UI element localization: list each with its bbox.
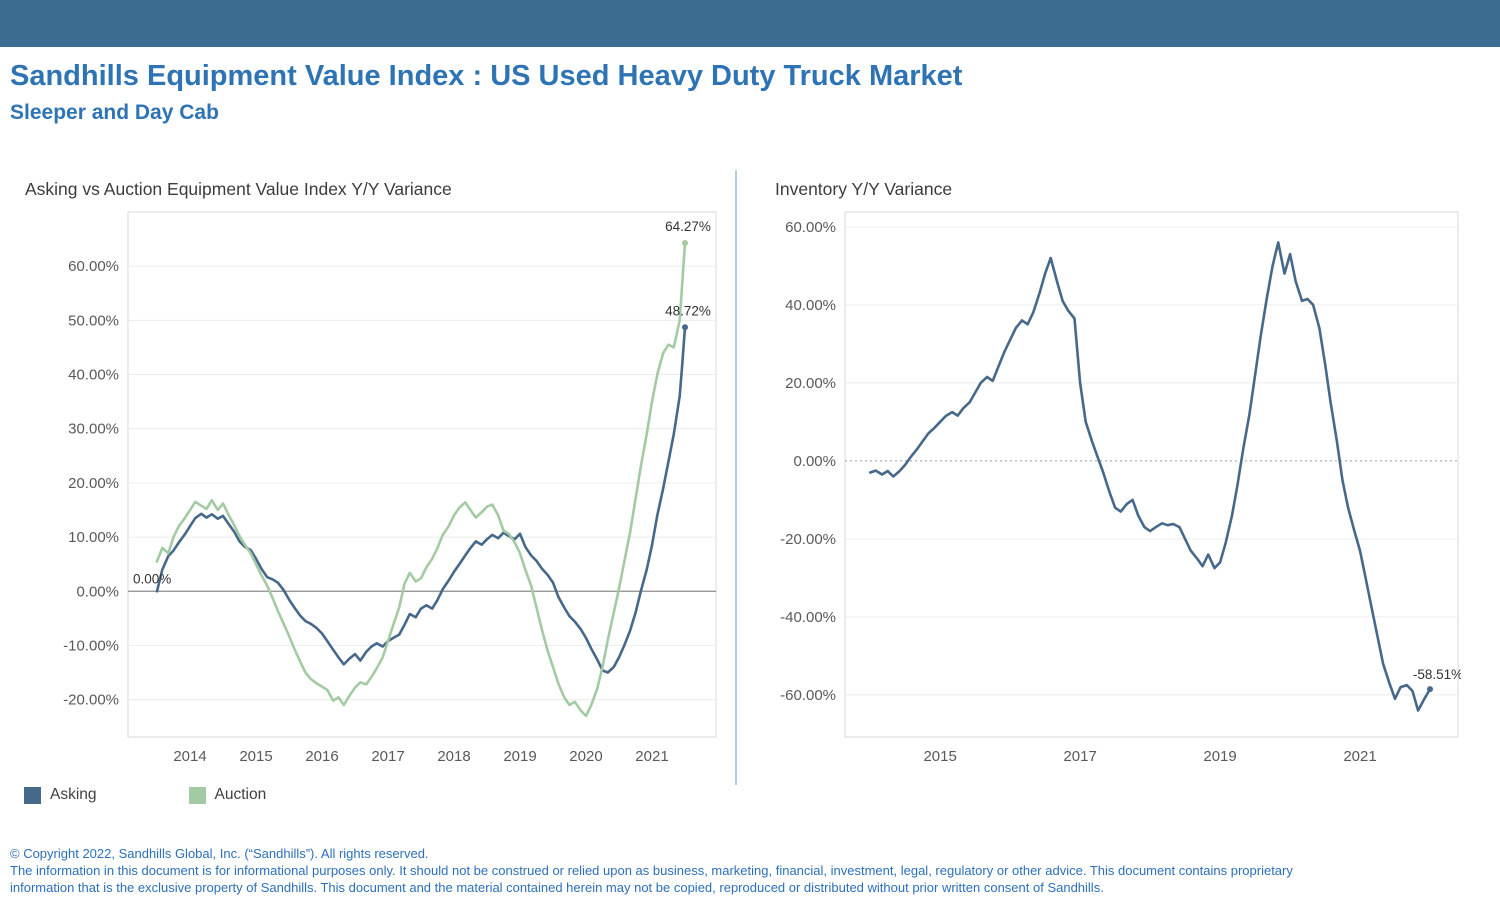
auction-legend-label: Auction	[214, 786, 267, 803]
svg-text:0.00%: 0.00%	[76, 583, 119, 600]
svg-text:0.00%: 0.00%	[133, 571, 171, 586]
svg-text:48.72%: 48.72%	[665, 303, 711, 318]
page-subtitle: Sleeper and Day Cab	[10, 101, 219, 124]
svg-text:-20.00%: -20.00%	[63, 692, 119, 709]
svg-text:40.00%: 40.00%	[785, 297, 836, 314]
svg-text:2020: 2020	[569, 748, 602, 765]
footer-copyright-line: © Copyright 2022, Sandhills Global, Inc.…	[10, 846, 429, 861]
inventory-chart-title: Inventory Y/Y Variance	[775, 179, 953, 199]
svg-text:64.27%: 64.27%	[665, 219, 711, 234]
svg-text:2017: 2017	[371, 748, 404, 765]
chart-legend: Asking Auction	[24, 786, 266, 804]
asking-auction-variance-chart: 60.00% 50.00% 40.00% 30.00% 20.00% 10.00% 0.00…	[24, 205, 734, 775]
svg-text:2016: 2016	[305, 748, 338, 765]
svg-text:0.00%: 0.00%	[793, 453, 836, 470]
svg-text:-40.00%: -40.00%	[780, 609, 836, 626]
panel-divider	[735, 170, 737, 785]
svg-text:2017: 2017	[1063, 748, 1096, 765]
svg-text:-20.00%: -20.00%	[780, 531, 836, 548]
svg-text:50.00%: 50.00%	[68, 312, 119, 329]
svg-text:2021: 2021	[635, 748, 668, 765]
footer-disclaimer-line-2: information that is the exclusive proper…	[10, 880, 1104, 895]
svg-text:2019: 2019	[1203, 748, 1236, 765]
footer-disclaimer-line-1: The information in this document is for …	[10, 863, 1293, 878]
svg-text:20.00%: 20.00%	[785, 375, 836, 392]
svg-text:60.00%: 60.00%	[785, 219, 836, 236]
title-block: Sandhills Equipment Value Index : US Use…	[10, 60, 962, 125]
svg-text:20.00%: 20.00%	[68, 475, 119, 492]
legend-item-asking: Asking	[24, 786, 97, 804]
asking-legend-swatch	[24, 786, 41, 804]
svg-text:40.00%: 40.00%	[68, 367, 119, 384]
top-bar	[0, 0, 1500, 47]
svg-text:-58.51%: -58.51%	[1413, 667, 1461, 682]
svg-text:-10.00%: -10.00%	[63, 637, 119, 654]
svg-text:2014: 2014	[173, 748, 206, 765]
svg-text:60.00%: 60.00%	[68, 258, 119, 275]
inventory-variance-chart: 60.00% 40.00% 20.00% 0.00% -20.00% -40.00% -60…	[761, 205, 1463, 775]
legend-item-auction: Auction	[188, 786, 267, 804]
svg-text:2021: 2021	[1343, 748, 1376, 765]
asking-auction-chart-title: Asking vs Auction Equipment Value Index …	[25, 179, 452, 199]
footer-disclaimer: © Copyright 2022, Sandhills Global, Inc.…	[10, 845, 1494, 896]
svg-text:-60.00%: -60.00%	[780, 687, 836, 704]
svg-text:2018: 2018	[437, 748, 470, 765]
asking-legend-label: Asking	[50, 786, 97, 803]
svg-text:2015: 2015	[923, 748, 956, 765]
auction-legend-swatch	[188, 786, 206, 804]
svg-text:30.00%: 30.00%	[68, 421, 119, 438]
page-title: Sandhills Equipment Value Index : US Use…	[10, 60, 963, 92]
svg-text:2015: 2015	[239, 748, 272, 765]
svg-text:10.00%: 10.00%	[68, 529, 119, 546]
svg-text:2019: 2019	[503, 748, 536, 765]
